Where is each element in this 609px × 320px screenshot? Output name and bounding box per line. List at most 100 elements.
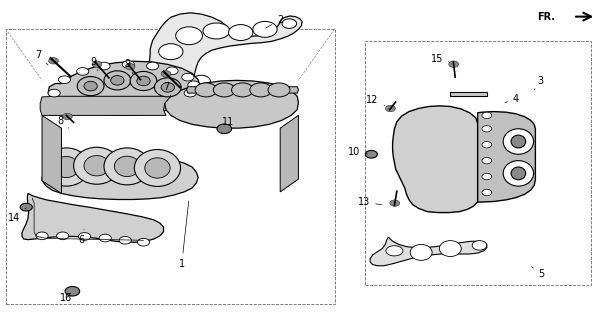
Ellipse shape <box>184 89 196 97</box>
Text: 8: 8 <box>57 116 69 128</box>
Ellipse shape <box>98 62 110 70</box>
Ellipse shape <box>84 156 110 176</box>
Ellipse shape <box>449 61 459 67</box>
Ellipse shape <box>410 244 432 260</box>
Ellipse shape <box>195 83 217 97</box>
Ellipse shape <box>161 83 174 92</box>
Text: 9: 9 <box>90 57 98 71</box>
Text: 13: 13 <box>358 197 382 207</box>
Text: 11: 11 <box>222 117 234 127</box>
Ellipse shape <box>84 81 97 91</box>
Polygon shape <box>477 112 535 202</box>
Ellipse shape <box>135 149 180 187</box>
Text: 7: 7 <box>35 51 48 65</box>
Polygon shape <box>393 106 477 212</box>
Ellipse shape <box>155 78 181 97</box>
Ellipse shape <box>511 167 526 180</box>
Ellipse shape <box>43 148 90 186</box>
Ellipse shape <box>175 27 202 45</box>
Ellipse shape <box>213 83 235 97</box>
Polygon shape <box>165 80 298 128</box>
Ellipse shape <box>390 200 400 206</box>
Ellipse shape <box>57 232 69 240</box>
Ellipse shape <box>386 246 403 256</box>
Ellipse shape <box>48 89 60 97</box>
Ellipse shape <box>217 124 231 133</box>
Ellipse shape <box>77 76 104 96</box>
Ellipse shape <box>253 21 277 37</box>
Ellipse shape <box>36 232 48 240</box>
Ellipse shape <box>74 147 120 184</box>
Ellipse shape <box>156 69 174 80</box>
Bar <box>365 41 591 285</box>
Ellipse shape <box>365 150 378 158</box>
Ellipse shape <box>503 129 533 154</box>
Ellipse shape <box>482 157 491 164</box>
Polygon shape <box>48 61 200 116</box>
Ellipse shape <box>482 141 491 148</box>
Text: 14: 14 <box>8 208 26 223</box>
Text: 5: 5 <box>532 267 544 279</box>
Text: 10: 10 <box>348 147 367 157</box>
Ellipse shape <box>482 112 491 119</box>
Text: 2: 2 <box>266 15 283 28</box>
Ellipse shape <box>482 173 491 180</box>
Ellipse shape <box>472 241 487 250</box>
Ellipse shape <box>65 286 80 296</box>
Ellipse shape <box>20 203 32 211</box>
Ellipse shape <box>482 189 491 196</box>
Ellipse shape <box>130 71 157 91</box>
Ellipse shape <box>203 23 230 39</box>
Ellipse shape <box>138 238 150 246</box>
Ellipse shape <box>181 73 194 81</box>
Ellipse shape <box>231 83 253 97</box>
Ellipse shape <box>282 19 297 28</box>
Ellipse shape <box>511 135 526 148</box>
Polygon shape <box>40 96 171 116</box>
Polygon shape <box>186 87 298 93</box>
Ellipse shape <box>63 113 72 120</box>
Polygon shape <box>22 194 164 242</box>
Ellipse shape <box>49 58 58 64</box>
Ellipse shape <box>114 156 140 177</box>
Ellipse shape <box>58 76 71 84</box>
Ellipse shape <box>111 76 124 85</box>
Ellipse shape <box>104 71 131 90</box>
Text: 6: 6 <box>79 230 85 245</box>
Ellipse shape <box>188 81 200 89</box>
Polygon shape <box>280 116 298 192</box>
Ellipse shape <box>137 76 150 86</box>
Ellipse shape <box>145 158 170 178</box>
Ellipse shape <box>54 156 79 178</box>
Ellipse shape <box>92 61 102 68</box>
Ellipse shape <box>161 71 171 77</box>
Ellipse shape <box>166 67 178 75</box>
Text: 7: 7 <box>163 82 171 96</box>
Ellipse shape <box>125 64 135 70</box>
Polygon shape <box>450 92 487 96</box>
Text: 16: 16 <box>60 293 72 303</box>
Text: 1: 1 <box>178 201 189 268</box>
Ellipse shape <box>122 60 135 68</box>
Ellipse shape <box>192 75 210 87</box>
Text: 3: 3 <box>534 76 543 90</box>
Polygon shape <box>42 156 198 199</box>
Ellipse shape <box>99 234 111 242</box>
Polygon shape <box>370 237 487 266</box>
Text: 4: 4 <box>505 94 519 104</box>
Ellipse shape <box>77 68 89 75</box>
Text: 9: 9 <box>124 60 133 74</box>
Ellipse shape <box>439 241 461 257</box>
Ellipse shape <box>268 83 290 97</box>
Ellipse shape <box>159 44 183 60</box>
Ellipse shape <box>119 236 132 244</box>
Ellipse shape <box>79 233 91 240</box>
Ellipse shape <box>482 125 491 132</box>
Text: FR.: FR. <box>537 12 555 22</box>
Ellipse shape <box>503 161 533 186</box>
Ellipse shape <box>385 105 395 112</box>
Polygon shape <box>144 13 302 94</box>
Ellipse shape <box>147 62 159 70</box>
Polygon shape <box>42 116 62 194</box>
Bar <box>5 29 335 304</box>
